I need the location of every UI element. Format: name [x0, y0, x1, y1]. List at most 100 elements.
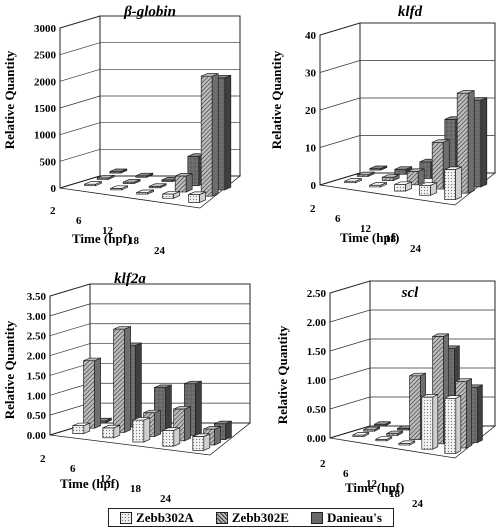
bar-side: [135, 342, 142, 428]
y-tick-label: 1.00: [27, 390, 47, 402]
bar-side: [154, 409, 161, 438]
y-tick-label: 0.00: [27, 430, 47, 442]
y-tick-label: 1000: [34, 130, 57, 142]
bar: [72, 422, 91, 435]
bar-top: [444, 166, 462, 170]
bar-front: [102, 427, 115, 439]
bar-front: [188, 194, 200, 203]
y-axis-label: Relative Quantity: [275, 325, 290, 424]
y-tick-label: 2.50: [307, 288, 327, 300]
bar-top: [110, 185, 128, 189]
bar-top: [203, 426, 221, 430]
y-tick-label: 20: [305, 105, 317, 117]
bar: [113, 326, 131, 433]
bar-side: [477, 384, 483, 444]
bar: [375, 436, 393, 442]
bar-side: [173, 427, 181, 447]
x-tick-label: 12: [366, 478, 378, 490]
bar-top: [407, 168, 425, 172]
bar-front: [444, 169, 456, 200]
y-axis-label: Relative Quantity: [2, 50, 17, 149]
bar-front: [192, 436, 205, 451]
bar-side: [94, 357, 101, 429]
bar: [374, 421, 391, 427]
x-tick-label: 12: [360, 223, 372, 235]
bar: [444, 166, 462, 201]
x-tick-label: 12: [100, 473, 112, 485]
bar: [369, 165, 388, 171]
y-tick-label: 3.50: [27, 291, 47, 303]
bar-front: [419, 184, 431, 196]
bar: [136, 189, 154, 195]
bar-top: [184, 380, 202, 385]
gridline: [329, 309, 495, 323]
bar: [406, 168, 425, 186]
bar-top: [162, 191, 180, 195]
y-tick-label: 40: [305, 30, 317, 42]
bar-top: [72, 422, 90, 427]
bar: [394, 166, 413, 175]
bar-top: [386, 430, 403, 435]
bar-top: [188, 191, 206, 195]
legend-label: Zebb302E: [231, 509, 289, 525]
bar-top: [201, 73, 219, 77]
bar: [96, 174, 115, 180]
gridline: [59, 68, 240, 82]
bar-top: [382, 174, 400, 178]
x-tick-label: 12: [102, 225, 114, 237]
bar: [83, 357, 101, 429]
y-tick-label: 0: [311, 180, 317, 192]
bar: [162, 427, 181, 447]
x-axis-label: Time (hpf): [345, 480, 404, 495]
y-tick-label: 2000: [34, 76, 57, 88]
bar: [200, 73, 219, 197]
x-tick-label: 6: [335, 213, 341, 225]
bar-side: [467, 90, 475, 194]
bar: [394, 181, 412, 192]
bar-front: [421, 396, 434, 450]
bar-top: [419, 182, 437, 186]
x-tick-label: 24: [410, 243, 422, 255]
bar: [419, 182, 437, 196]
bar-side: [224, 74, 232, 191]
y-axis-label: Relative Quantity: [269, 50, 284, 149]
gridline: [59, 122, 240, 136]
bar-side: [455, 166, 462, 201]
bar-side: [432, 393, 439, 450]
y-tick-label: 3.00: [27, 311, 47, 323]
x-tick-label: 24: [412, 498, 424, 510]
x-tick-label: 2: [50, 205, 56, 217]
bar-top: [344, 178, 362, 182]
bar-side: [211, 73, 219, 197]
bar: [122, 178, 141, 185]
bar: [213, 74, 232, 191]
bar-front: [162, 429, 175, 447]
bar-side: [455, 395, 462, 454]
bar: [110, 185, 128, 191]
y-axis-label: Relative Quantity: [2, 320, 17, 419]
bar-top: [83, 357, 101, 362]
bar-front: [200, 75, 213, 197]
gridline: [319, 60, 495, 73]
chart-panel-4: 0.00 0.50 1.00 1.50 2.00 2.50 2 6 12 18 24 scl Relat…: [275, 280, 497, 510]
bar: [102, 424, 121, 439]
left-wall: [329, 280, 371, 439]
x-tick-label: 18: [389, 488, 401, 500]
bar-front: [174, 175, 187, 193]
bar-top: [457, 90, 475, 94]
bar: [84, 181, 102, 187]
chart-legend: Zebb302A Zebb302E Danieau's: [108, 508, 394, 527]
bar-front: [409, 375, 421, 440]
x-tick-label: 18: [130, 483, 142, 495]
gridline: [59, 42, 240, 56]
bar-top: [352, 432, 369, 436]
bar-top: [113, 326, 131, 330]
bar-side: [185, 172, 193, 193]
legend-item-zebb302e: Zebb302E: [215, 509, 289, 526]
y-tick-label: 1500: [34, 103, 57, 115]
x-tick-label: 24: [154, 245, 166, 257]
bar-side: [165, 384, 172, 432]
bar-side: [214, 425, 221, 446]
x-tick-label: 2: [310, 203, 316, 215]
y-tick-label: 1.50: [307, 346, 327, 358]
